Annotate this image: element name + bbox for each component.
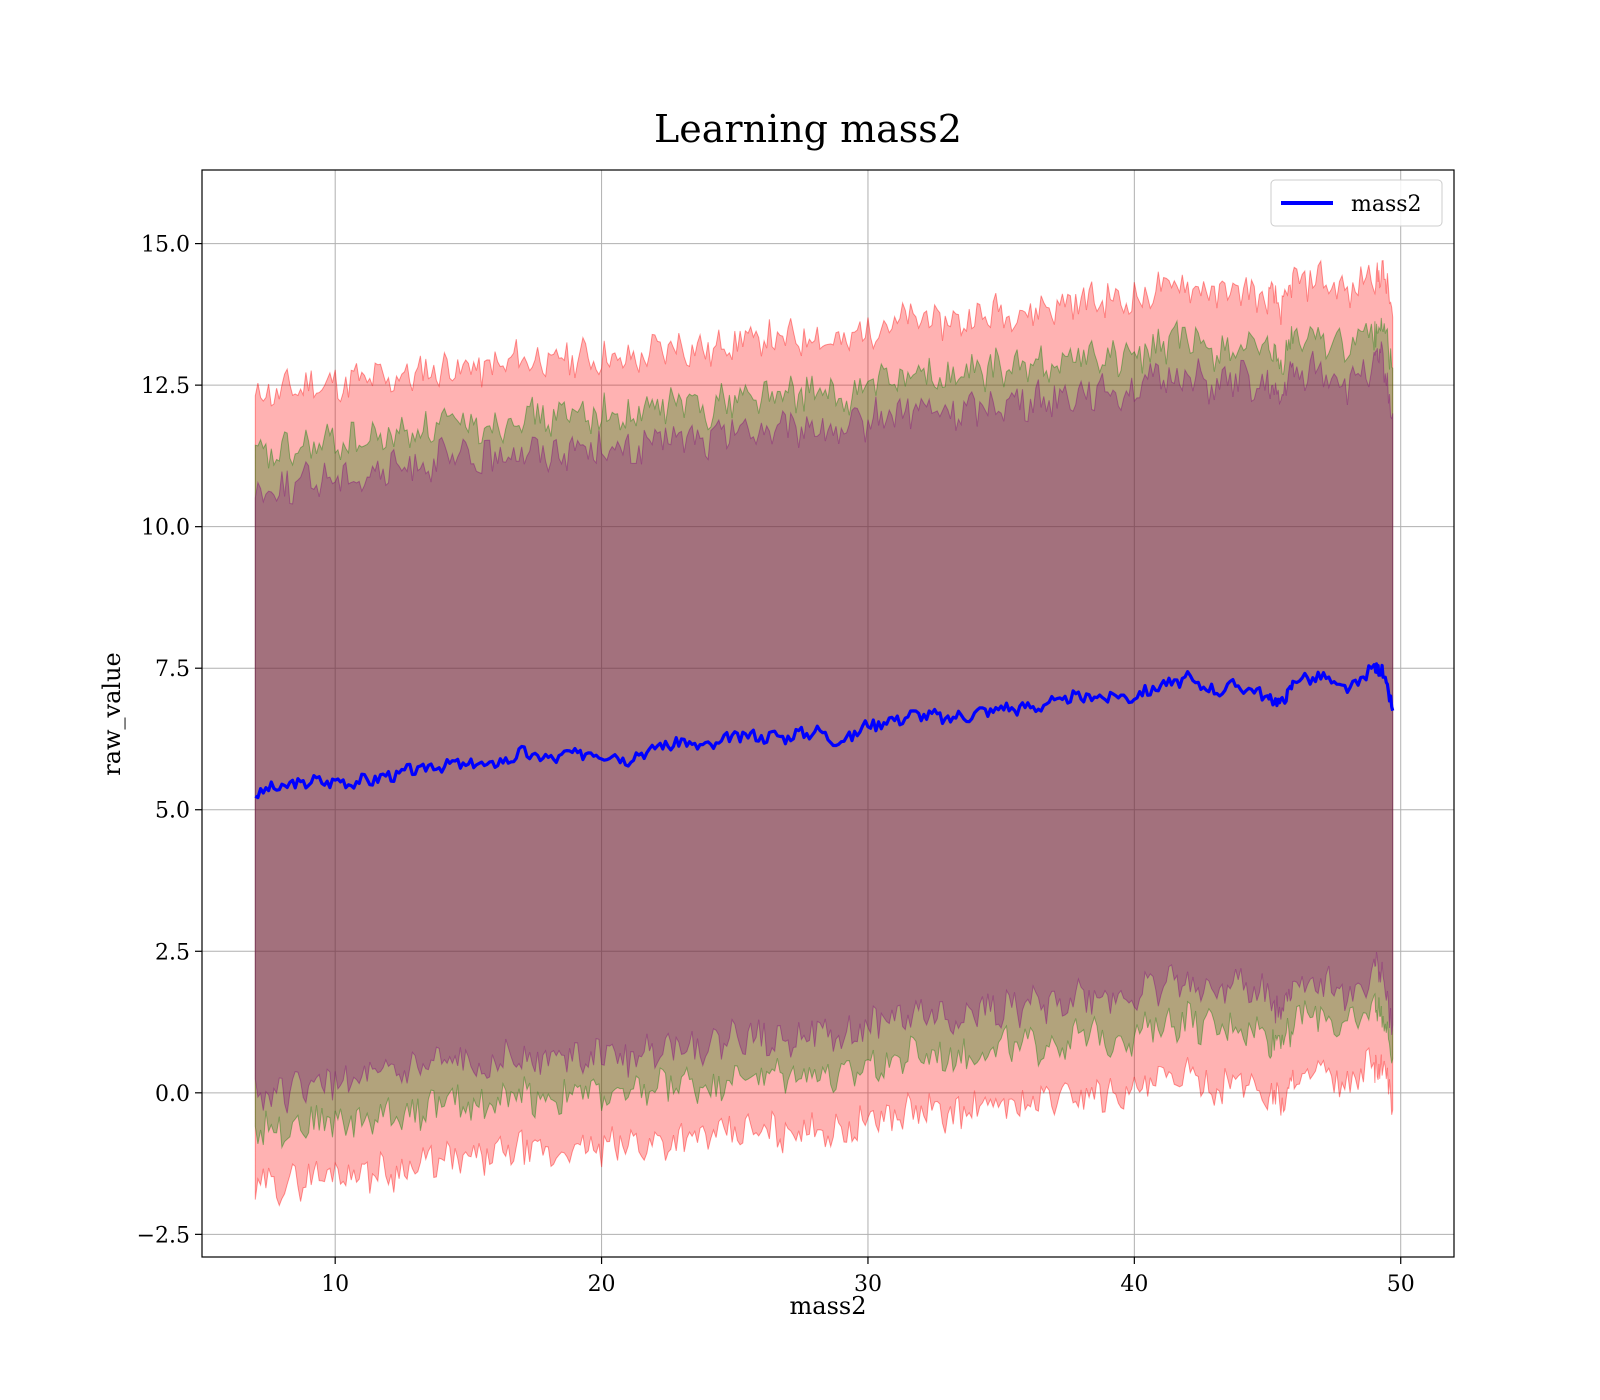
y-axis-ticks: −2.5 0.0 2.5 5.0 7.5 10.0 12.5 15.0 bbox=[137, 233, 202, 1248]
series-line-mass2 bbox=[254, 662, 1395, 800]
legend-box bbox=[1270, 179, 1443, 227]
y-tick-label: −2.5 bbox=[137, 1223, 190, 1248]
x-tick-label: 10 bbox=[321, 1272, 349, 1297]
plot-frame bbox=[201, 169, 1455, 1258]
x-tick-label: 40 bbox=[1120, 1272, 1148, 1297]
y-tick-label: 5.0 bbox=[155, 799, 190, 824]
y-tick-label: 10.0 bbox=[141, 516, 190, 541]
y-tick-label: 15.0 bbox=[141, 233, 190, 258]
y-tick-label: 12.5 bbox=[141, 374, 190, 399]
legend-label-mass2: mass2 bbox=[1351, 192, 1422, 217]
y-tick-label: 2.5 bbox=[155, 940, 190, 965]
line-layer bbox=[254, 662, 1395, 800]
band-purple bbox=[254, 341, 1394, 1114]
x-tick-label: 30 bbox=[854, 1272, 882, 1297]
y-tick-label: 0.0 bbox=[155, 1082, 190, 1107]
x-tick-label: 20 bbox=[588, 1272, 616, 1297]
chart-title: Learning mass2 bbox=[654, 107, 962, 151]
legend: mass2 bbox=[1270, 179, 1443, 227]
y-axis-title: raw_value bbox=[98, 652, 126, 776]
x-tick-label: 50 bbox=[1387, 1272, 1415, 1297]
x-axis-title: mass2 bbox=[790, 1292, 867, 1320]
grid-layer bbox=[202, 170, 1454, 1257]
x-axis-ticks: 10 20 30 40 50 bbox=[321, 1257, 1415, 1297]
y-tick-label: 7.5 bbox=[155, 657, 190, 682]
